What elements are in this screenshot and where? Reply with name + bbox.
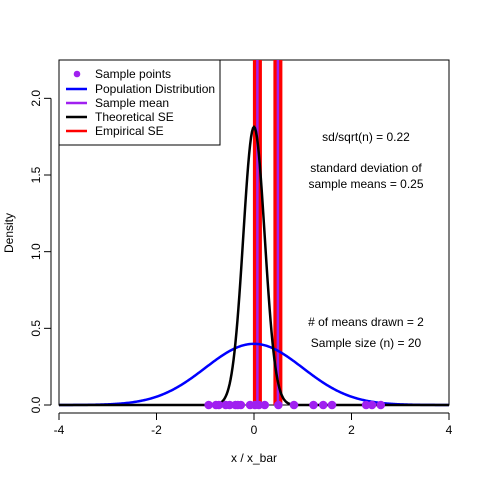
y-axis-label: Density — [2, 213, 16, 253]
y-axis: 0.0 0.5 1.0 1.5 2.0 — [29, 90, 52, 413]
x-axis-label: x / x_bar — [231, 451, 277, 465]
y-tick-label: 1.0 — [29, 243, 43, 260]
annotation-theoretical-se: sd/sqrt(n) = 0.22 — [322, 130, 410, 144]
legend-label-empirical-se: Empirical SE — [95, 124, 164, 138]
annotation-means-drawn: # of means drawn = 2 — [308, 315, 424, 329]
annotation-sd-line2: sample means = 0.25 — [308, 177, 423, 191]
plot-area: -4 -2 0 2 4 0.0 0.5 1.0 1.5 2.0 — [29, 59, 453, 437]
sample-point — [367, 400, 377, 410]
sample-point — [236, 400, 246, 410]
annotation-sample-size: Sample size (n) = 20 — [311, 336, 422, 350]
sample-point — [376, 400, 386, 410]
y-tick-label: 0.0 — [29, 396, 43, 413]
legend-label-population-distribution: Population Distribution — [95, 82, 215, 96]
sample-point — [274, 400, 283, 410]
legend-label-sample-points: Sample points — [95, 67, 171, 81]
sample-point — [214, 400, 224, 410]
sample-point — [309, 400, 318, 410]
x-axis: -4 -2 0 2 4 — [54, 412, 453, 437]
legend: Sample points Population Distribution Sa… — [58, 59, 221, 146]
x-tick-label: -4 — [54, 423, 65, 437]
x-tick-label: 0 — [251, 423, 258, 437]
sample-point — [204, 400, 213, 410]
x-tick-label: -2 — [151, 423, 162, 437]
y-tick-label: 0.5 — [29, 320, 43, 337]
x-tick-label: 4 — [446, 423, 453, 437]
annotation-sd-line1: standard deviation of — [310, 161, 422, 175]
y-tick-label: 1.5 — [29, 166, 43, 183]
y-tick-label: 2.0 — [29, 90, 43, 107]
legend-label-theoretical-se: Theoretical SE — [95, 110, 174, 124]
x-tick-label: 2 — [348, 423, 355, 437]
sample-point — [260, 400, 270, 410]
legend-key-sample-points — [73, 70, 81, 78]
sample-point — [289, 400, 299, 410]
legend-label-sample-mean: Sample mean — [95, 96, 169, 110]
sample-point — [318, 400, 328, 410]
sample-point — [327, 400, 337, 410]
